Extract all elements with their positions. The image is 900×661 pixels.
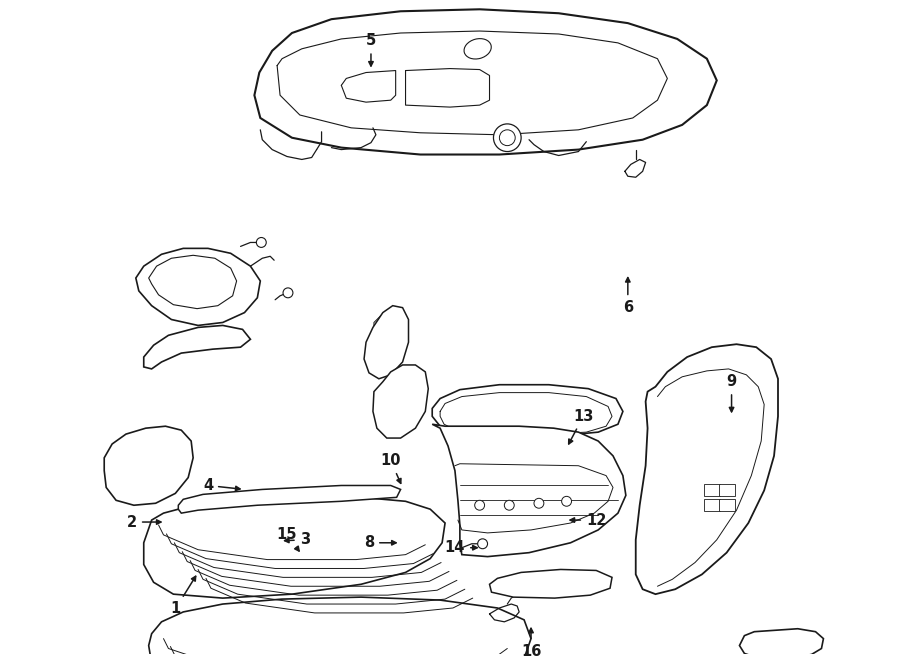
Polygon shape [136,249,260,325]
Text: 1: 1 [170,576,195,617]
Polygon shape [373,365,428,438]
Polygon shape [255,9,716,155]
Polygon shape [490,570,612,598]
Circle shape [283,288,293,297]
Polygon shape [432,424,626,557]
Text: 11: 11 [0,660,1,661]
Text: 14: 14 [445,540,477,555]
Circle shape [493,124,521,151]
Polygon shape [148,597,531,661]
Polygon shape [364,305,409,379]
Text: 17: 17 [0,660,1,661]
Polygon shape [144,497,445,598]
Text: 10: 10 [381,453,401,483]
Polygon shape [144,325,250,369]
Text: 4: 4 [202,478,240,493]
Circle shape [500,130,515,145]
Circle shape [474,500,484,510]
Text: 15: 15 [276,527,299,551]
Text: 5: 5 [365,34,376,66]
Text: 3: 3 [284,532,310,547]
Circle shape [504,500,514,510]
Polygon shape [178,485,400,513]
Circle shape [562,496,572,506]
Circle shape [478,539,488,549]
Text: 9: 9 [726,374,736,412]
Circle shape [534,498,544,508]
Text: 6: 6 [623,278,633,315]
Text: 7: 7 [0,660,1,661]
Polygon shape [635,344,778,594]
Text: 18: 18 [0,660,1,661]
Bar [704,499,720,511]
Bar [719,485,734,496]
Polygon shape [740,629,824,658]
Text: 2: 2 [127,514,161,529]
Bar [704,485,720,496]
Bar [719,499,734,511]
Text: 19: 19 [0,660,1,661]
Text: 12: 12 [570,512,607,527]
Text: 16: 16 [521,629,541,659]
Text: 13: 13 [569,408,594,444]
Text: 8: 8 [364,535,396,551]
Polygon shape [104,426,194,505]
Circle shape [256,237,266,247]
Polygon shape [432,385,623,437]
Ellipse shape [464,38,491,59]
